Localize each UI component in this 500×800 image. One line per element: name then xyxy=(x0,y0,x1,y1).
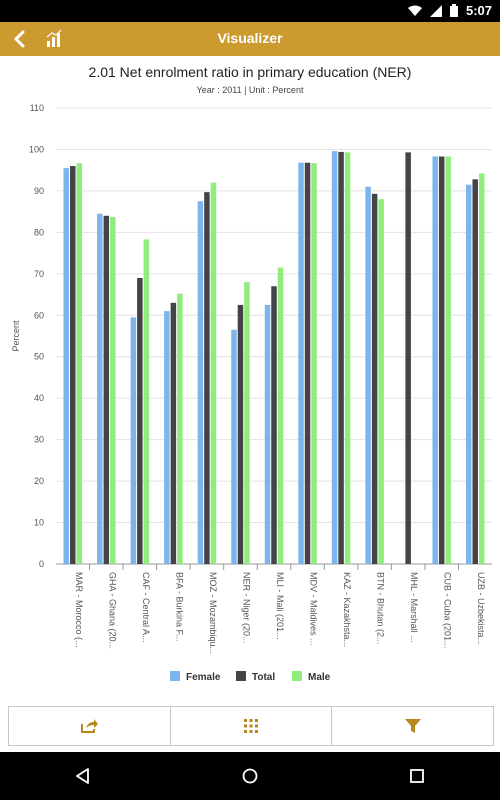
y-tick-label: 40 xyxy=(34,393,44,403)
legend-swatch-female xyxy=(170,671,180,681)
x-tick-label: BFA - Burkina F... xyxy=(174,572,184,642)
x-tick-label: MAR - Morocco (... xyxy=(74,572,84,648)
wifi-icon xyxy=(407,5,422,17)
bar-male xyxy=(277,267,284,564)
legend-label: Female xyxy=(186,672,221,683)
x-tick-label: NER - Niger (20... xyxy=(241,572,251,644)
bar-female xyxy=(130,317,137,564)
y-tick-label: 20 xyxy=(34,476,44,486)
y-tick-label: 90 xyxy=(34,186,44,196)
bottom-toolbar xyxy=(8,706,494,746)
y-axis-label: Percent xyxy=(11,320,21,352)
bar-total xyxy=(304,162,311,564)
grid-view-button[interactable] xyxy=(171,707,333,745)
bar-female xyxy=(264,304,271,564)
bar-female xyxy=(432,156,438,564)
navigation-bar xyxy=(0,752,500,800)
y-tick-label: 100 xyxy=(29,144,44,154)
x-tick-label: UZB - Uzbekista... xyxy=(476,572,486,645)
x-tick-label: MDV - Maldives ... xyxy=(309,572,319,646)
bar-female xyxy=(164,311,170,564)
y-tick-label: 30 xyxy=(34,435,44,445)
chart-title: 2.01 Net enrolment ratio in primary educ… xyxy=(88,64,412,80)
bar-male xyxy=(210,182,217,565)
bar-male xyxy=(445,156,451,564)
x-tick-label: CAF - Central A... xyxy=(141,572,151,643)
legend-label: Total xyxy=(252,672,275,683)
bar-total xyxy=(371,193,378,564)
bar-total xyxy=(70,166,76,564)
bar-male xyxy=(244,282,250,564)
bar-male xyxy=(478,173,485,565)
battery-icon xyxy=(449,4,458,17)
chart-subtitle: Year : 2011 | Unit : Percent xyxy=(196,85,304,95)
x-tick-label: CUB - Cuba (201... xyxy=(443,572,453,649)
filter-button[interactable] xyxy=(332,707,493,745)
x-tick-label: GHA - Ghana (20... xyxy=(107,572,117,649)
bar-female xyxy=(97,213,103,564)
y-tick-label: 70 xyxy=(34,269,44,279)
x-tick-label: KAZ - Kazakhsta... xyxy=(342,572,352,647)
x-tick-label: MOZ - Mozambiqu... xyxy=(208,572,218,654)
y-tick-label: 0 xyxy=(39,559,44,569)
share-button[interactable] xyxy=(9,707,171,745)
back-chevron-icon xyxy=(13,30,25,48)
back-button[interactable] xyxy=(10,29,30,49)
nav-back-button[interactable] xyxy=(53,756,113,796)
bar-male xyxy=(110,217,116,564)
bar-male xyxy=(143,239,150,565)
share-icon xyxy=(81,719,99,733)
x-tick-label: MHL - Marshall ... xyxy=(409,572,419,643)
legend-swatch-total xyxy=(236,671,246,681)
status-time: 5:07 xyxy=(465,3,492,18)
filter-icon xyxy=(404,719,421,733)
nav-home-button[interactable] xyxy=(220,756,280,796)
status-bar: 5:07 xyxy=(0,0,500,22)
y-tick-label: 80 xyxy=(34,227,44,237)
nav-recents-button[interactable] xyxy=(387,756,447,796)
bar-total xyxy=(170,302,177,564)
y-tick-label: 60 xyxy=(34,310,44,320)
legend-label: Male xyxy=(308,672,331,683)
y-tick-label: 10 xyxy=(34,518,44,528)
bar-total xyxy=(338,151,344,564)
legend-swatch-male xyxy=(292,671,302,681)
bar-total xyxy=(271,286,277,564)
bar-total xyxy=(472,179,478,564)
bar-female xyxy=(63,168,70,564)
app-title: Visualizer xyxy=(217,30,283,46)
bar-total xyxy=(405,152,411,564)
chart-type-button[interactable] xyxy=(44,29,64,49)
bar-chart: 0 10 20 30 40 50 60 70 80 90 100 110 Percent MAR - Mo… xyxy=(11,103,492,683)
bar-male xyxy=(311,163,317,564)
status-icons: 5:07 xyxy=(407,3,492,18)
bar-total xyxy=(204,192,210,565)
grid-icon xyxy=(244,719,258,733)
signal-icon xyxy=(429,4,442,17)
bar-male xyxy=(177,293,183,564)
back-triangle-icon xyxy=(76,768,90,784)
bar-total xyxy=(103,215,110,565)
home-circle-icon xyxy=(242,768,258,784)
bar-total xyxy=(137,277,143,564)
bar-total xyxy=(438,156,445,564)
bar-total xyxy=(237,304,244,564)
bar-male xyxy=(76,163,83,564)
bar-male xyxy=(344,152,351,564)
app-bar: Visualizer xyxy=(0,22,500,56)
x-tick-label: MLI - Mali (201... xyxy=(275,572,285,640)
bar-female xyxy=(298,162,304,564)
bar-chart-icon xyxy=(46,29,62,47)
x-tick-label: BTN - Bhutan (2... xyxy=(376,572,386,645)
bar-female xyxy=(231,329,237,564)
y-tick-label: 110 xyxy=(30,103,44,113)
bar-male xyxy=(378,199,384,564)
bar-female xyxy=(365,186,371,564)
recents-square-icon xyxy=(409,769,424,783)
bar-female xyxy=(331,151,338,564)
y-tick-label: 50 xyxy=(34,352,44,362)
bar-female xyxy=(197,201,204,565)
bar-female xyxy=(465,184,472,564)
chart-area: 2.01 Net enrolment ratio in primary educ… xyxy=(0,56,500,704)
